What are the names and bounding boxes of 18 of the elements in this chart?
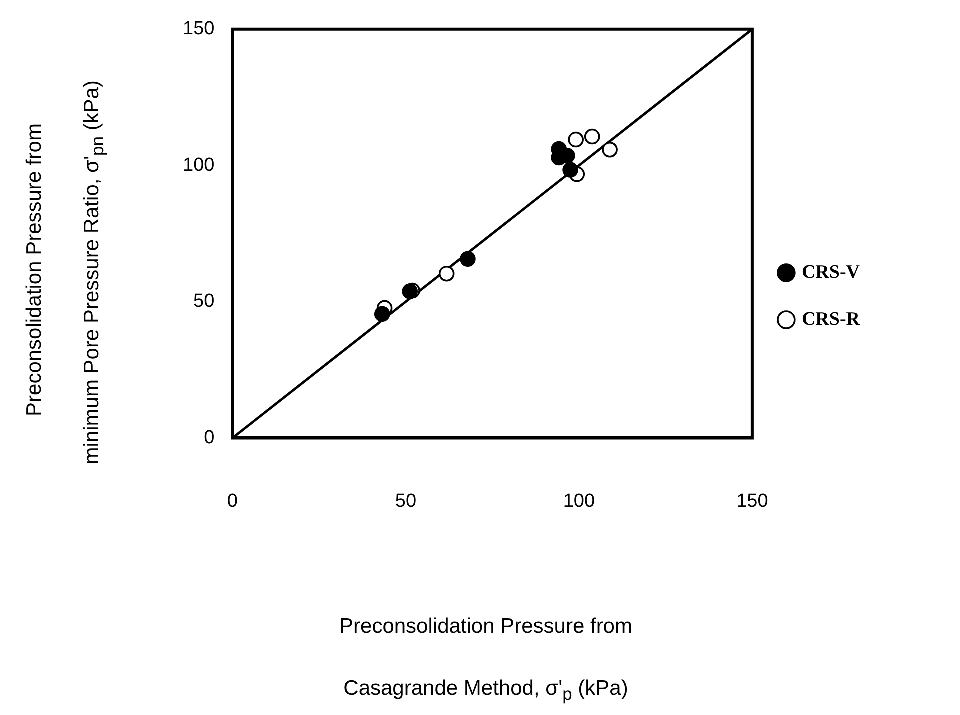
y-tick-label: 100: [183, 154, 215, 176]
point: [562, 162, 578, 178]
point: [602, 142, 618, 158]
x-tick-label: 0: [227, 490, 238, 512]
y-tick-label: 50: [194, 291, 215, 312]
point: [584, 128, 600, 145]
point: [374, 306, 390, 322]
x-tick-label: 100: [563, 490, 596, 512]
text: Preconsolidation Pressure from Casagrande Method, σ'$_{p}$ (kPa): [340, 615, 632, 704]
legend-label: CRS-V: [802, 262, 860, 283]
point: [438, 266, 455, 282]
y-tick-label: 0: [204, 427, 215, 448]
y-tick-label: 150: [183, 18, 215, 40]
x-tick-label: 50: [395, 490, 417, 512]
x-tick-label: 150: [736, 490, 768, 512]
legend-label: CRS-R: [802, 308, 860, 330]
point: [460, 251, 476, 268]
point: [568, 132, 584, 148]
